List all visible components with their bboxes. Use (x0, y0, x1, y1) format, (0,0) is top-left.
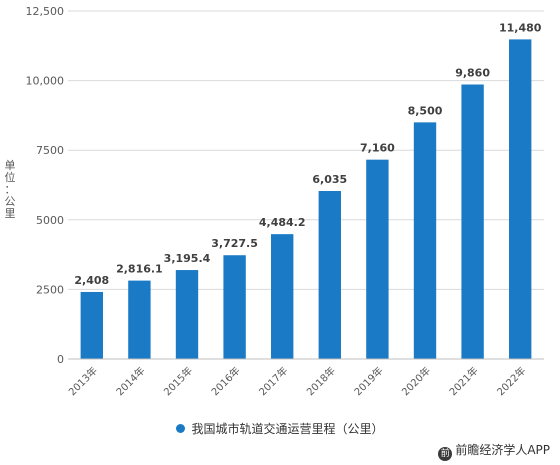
y-tick-label: 2500 (36, 283, 64, 296)
legend-marker (176, 424, 186, 433)
data-label: 4,484.2 (259, 216, 306, 229)
x-tick-label: 2015年 (161, 364, 195, 398)
data-label: 9,860 (455, 66, 490, 79)
brand-logo-icon: 前 (438, 447, 453, 461)
y-tick-label: 10,000 (26, 75, 65, 88)
x-tick-label: 2013年 (66, 364, 100, 398)
x-tick-label: 2017年 (256, 364, 290, 398)
legend-label: 我国城市轨道交通运营里程（公里） (191, 422, 384, 436)
bar (175, 270, 199, 359)
watermark-text: 前瞻经济学人APP (455, 443, 550, 457)
data-label: 8,500 (408, 104, 443, 117)
y-tick-label: 0 (57, 353, 64, 366)
x-tick-labels: 2013年 2014年 2015年 2016年 2017年 2018年 2019年 2020年… (66, 364, 529, 398)
data-label: 2,408 (74, 274, 109, 287)
watermark: 前前瞻经济学人APP (438, 441, 550, 461)
x-tick-label: 2018年 (304, 364, 338, 398)
y-axis-label: 单位：公里 (4, 159, 16, 220)
x-tick-label: 2016年 (208, 364, 242, 398)
bar (509, 39, 532, 360)
bar (128, 280, 151, 359)
y-tick-label: 7500 (36, 144, 64, 157)
data-label: 6,035 (312, 173, 347, 186)
x-tick-label: 2022年 (494, 364, 528, 398)
data-label: 11,480 (499, 21, 542, 34)
bar (366, 159, 389, 359)
y-tick-labels: 0 2500 5000 7500 10,000 12,500 (26, 5, 65, 366)
x-tick-label: 2014年 (113, 364, 147, 398)
x-tick-label: 2020年 (399, 364, 433, 398)
bar (413, 122, 437, 359)
data-label: 2,816.1 (116, 263, 163, 276)
bar (318, 190, 341, 359)
data-label: 3,727.5 (211, 237, 258, 250)
data-labels: 2,408 2,816.13,195.43,727.54,484.2 6,035 7,… (74, 21, 541, 287)
bars (80, 39, 532, 360)
bar (271, 234, 294, 359)
x-tick-label: 2019年 (351, 364, 385, 398)
bar (223, 255, 246, 359)
y-tick-label: 12,500 (26, 5, 65, 18)
data-label: 7,160 (360, 142, 395, 155)
data-label: 3,195.4 (164, 252, 211, 265)
legend: 我国城市轨道交通运营里程（公里） (0, 420, 560, 437)
y-tick-label: 5000 (36, 214, 64, 227)
bar (461, 84, 484, 360)
bar (80, 291, 103, 359)
x-tick-label: 2021年 (446, 364, 480, 398)
